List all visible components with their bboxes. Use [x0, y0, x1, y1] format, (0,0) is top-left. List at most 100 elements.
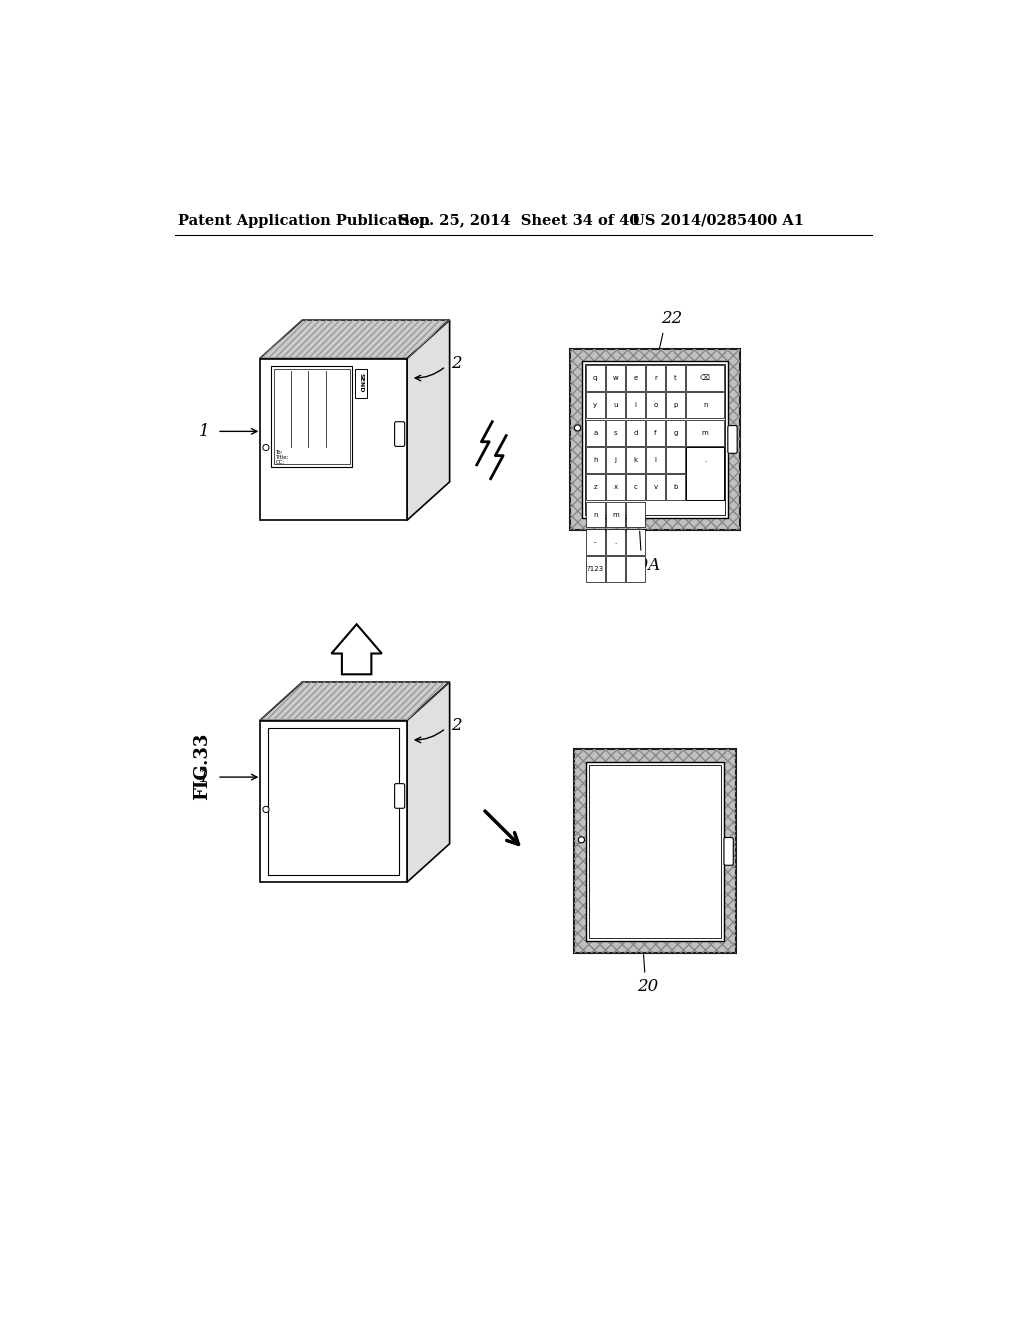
- Bar: [586, 529, 604, 554]
- Text: s: s: [613, 429, 617, 436]
- Text: i: i: [635, 403, 637, 408]
- Text: h: h: [593, 457, 598, 463]
- Bar: [606, 447, 625, 473]
- Bar: [586, 420, 604, 446]
- Bar: [646, 474, 665, 500]
- Text: t: t: [674, 375, 677, 381]
- Polygon shape: [260, 682, 450, 721]
- Bar: [606, 502, 625, 528]
- Bar: [606, 529, 625, 554]
- Text: x: x: [613, 484, 617, 490]
- Text: c: c: [634, 484, 637, 490]
- Text: 1: 1: [199, 768, 209, 785]
- Text: k: k: [634, 457, 638, 463]
- FancyBboxPatch shape: [394, 422, 404, 446]
- Bar: [686, 392, 724, 418]
- Circle shape: [574, 425, 581, 432]
- Bar: [606, 474, 625, 500]
- Polygon shape: [260, 321, 450, 359]
- Bar: [627, 474, 645, 500]
- Text: CC:: CC:: [275, 461, 285, 466]
- Bar: [627, 420, 645, 446]
- Bar: [573, 750, 736, 953]
- Bar: [273, 368, 350, 465]
- Text: 2: 2: [452, 717, 462, 734]
- Text: o: o: [653, 403, 657, 408]
- Text: SEND: SEND: [358, 374, 364, 393]
- Text: -: -: [594, 539, 597, 545]
- Text: l: l: [654, 457, 656, 463]
- Text: ⌫: ⌫: [700, 375, 711, 381]
- Circle shape: [263, 807, 269, 813]
- Text: 22: 22: [662, 310, 683, 327]
- FancyBboxPatch shape: [724, 837, 733, 866]
- Bar: [686, 474, 724, 500]
- Bar: [586, 556, 604, 582]
- Text: n: n: [593, 512, 598, 517]
- Bar: [589, 764, 721, 939]
- Bar: [586, 762, 724, 941]
- Text: Title:: Title:: [275, 455, 289, 459]
- Text: q: q: [593, 375, 597, 381]
- Text: g: g: [674, 429, 678, 436]
- Text: 1: 1: [199, 422, 209, 440]
- Text: p: p: [674, 403, 678, 408]
- Circle shape: [263, 445, 269, 450]
- Bar: [686, 447, 724, 473]
- Bar: [686, 366, 724, 391]
- Bar: [586, 364, 725, 515]
- Text: Sep. 25, 2014  Sheet 34 of 40: Sep. 25, 2014 Sheet 34 of 40: [399, 214, 640, 228]
- Bar: [606, 556, 625, 582]
- Bar: [627, 447, 645, 473]
- Text: b: b: [674, 484, 678, 490]
- Bar: [271, 367, 352, 466]
- Text: 2: 2: [452, 355, 462, 372]
- Bar: [627, 392, 645, 418]
- Text: To:: To:: [275, 450, 283, 454]
- Bar: [646, 420, 665, 446]
- Bar: [569, 348, 740, 529]
- Polygon shape: [260, 721, 407, 882]
- Bar: [667, 447, 685, 473]
- Bar: [627, 366, 645, 391]
- Text: a: a: [593, 429, 597, 436]
- Bar: [667, 474, 685, 500]
- Bar: [646, 447, 665, 473]
- Bar: [627, 529, 645, 554]
- Polygon shape: [407, 682, 450, 882]
- Text: d: d: [633, 429, 638, 436]
- Bar: [646, 392, 665, 418]
- Bar: [354, 368, 367, 397]
- Bar: [606, 366, 625, 391]
- Bar: [627, 556, 645, 582]
- Bar: [667, 420, 685, 446]
- Text: y: y: [593, 403, 597, 408]
- Text: 20A: 20A: [627, 557, 660, 574]
- Text: m: m: [612, 512, 618, 517]
- FancyBboxPatch shape: [394, 784, 404, 808]
- Polygon shape: [260, 359, 407, 520]
- Text: r: r: [654, 375, 657, 381]
- Bar: [586, 447, 604, 473]
- Bar: [686, 420, 724, 446]
- Text: v: v: [653, 484, 657, 490]
- Bar: [569, 348, 740, 529]
- Text: m: m: [701, 429, 709, 436]
- Text: .: .: [614, 539, 616, 545]
- FancyArrow shape: [332, 624, 382, 675]
- Text: .: .: [705, 457, 707, 463]
- Bar: [606, 392, 625, 418]
- Text: j: j: [614, 457, 616, 463]
- Bar: [586, 366, 604, 391]
- Text: n: n: [702, 403, 708, 408]
- Text: e: e: [634, 375, 638, 381]
- Bar: [627, 502, 645, 528]
- Bar: [586, 392, 604, 418]
- Text: 20: 20: [637, 978, 657, 995]
- Text: FIG.33: FIG.33: [193, 733, 211, 800]
- Bar: [667, 366, 685, 391]
- Bar: [667, 392, 685, 418]
- Bar: [583, 362, 728, 517]
- Text: Patent Application Publication: Patent Application Publication: [178, 214, 430, 228]
- Bar: [586, 502, 604, 528]
